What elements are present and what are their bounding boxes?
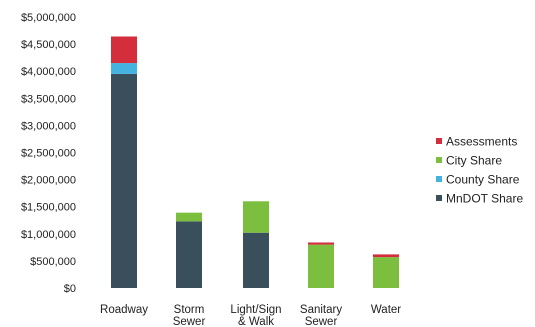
legend-label: Assessments (446, 135, 517, 149)
x-category-label: Light/Sign & Walk (230, 304, 281, 327)
bar-segment-city-share (243, 201, 269, 233)
y-tick-label: $1,500,000 (21, 202, 76, 214)
y-tick-label: $4,500,000 (21, 39, 76, 51)
bar-segment-city-share (373, 257, 399, 288)
bar-segment-mndot-share (176, 221, 202, 288)
legend-swatch (436, 157, 442, 163)
y-tick-label: $500,000 (30, 256, 76, 268)
y-tick-label: $3,000,000 (21, 120, 76, 132)
x-category-label: Water (371, 304, 401, 316)
y-tick-label: $0 (64, 283, 76, 295)
x-category-label: Sanitary Sewer (300, 304, 342, 327)
bar-segment-assessments (111, 36, 137, 64)
legend-label: City Share (446, 154, 502, 168)
legend-swatch (436, 176, 442, 182)
y-tick-label: $4,000,000 (21, 66, 76, 78)
bars (111, 36, 399, 288)
bar-segment-mndot-share (243, 232, 269, 288)
y-tick-label: $1,000,000 (21, 229, 76, 241)
y-tick-label: $2,500,000 (21, 148, 76, 160)
legend-swatch (436, 195, 442, 201)
y-tick-label: $2,000,000 (21, 175, 76, 187)
y-tick-label: $5,000,000 (21, 12, 76, 24)
bar-segment-mndot-share (111, 73, 137, 288)
bar-segment-county-share (111, 63, 137, 74)
x-category-label: Roadway (100, 304, 148, 316)
legend-label: MnDOT Share (446, 192, 523, 206)
legend: Assessments City Share County Share MnDOT S… (436, 135, 523, 206)
bar-segment-city-share (176, 212, 202, 222)
x-axis: Roadway Storm Sewer Light/Sign & Walk Sanitar… (100, 304, 401, 327)
bar-segment-assessments (373, 254, 399, 258)
bar-segment-assessments (308, 242, 334, 245)
bar-segment-city-share (308, 244, 334, 288)
y-axis: $0 $500,000 $1,000,000 $1,500,000 $2,000,000… (21, 12, 76, 295)
legend-swatch (436, 138, 442, 144)
x-category-label: Storm Sewer (173, 304, 206, 327)
y-tick-label: $3,500,000 (21, 93, 76, 105)
legend-label: County Share (446, 173, 520, 187)
